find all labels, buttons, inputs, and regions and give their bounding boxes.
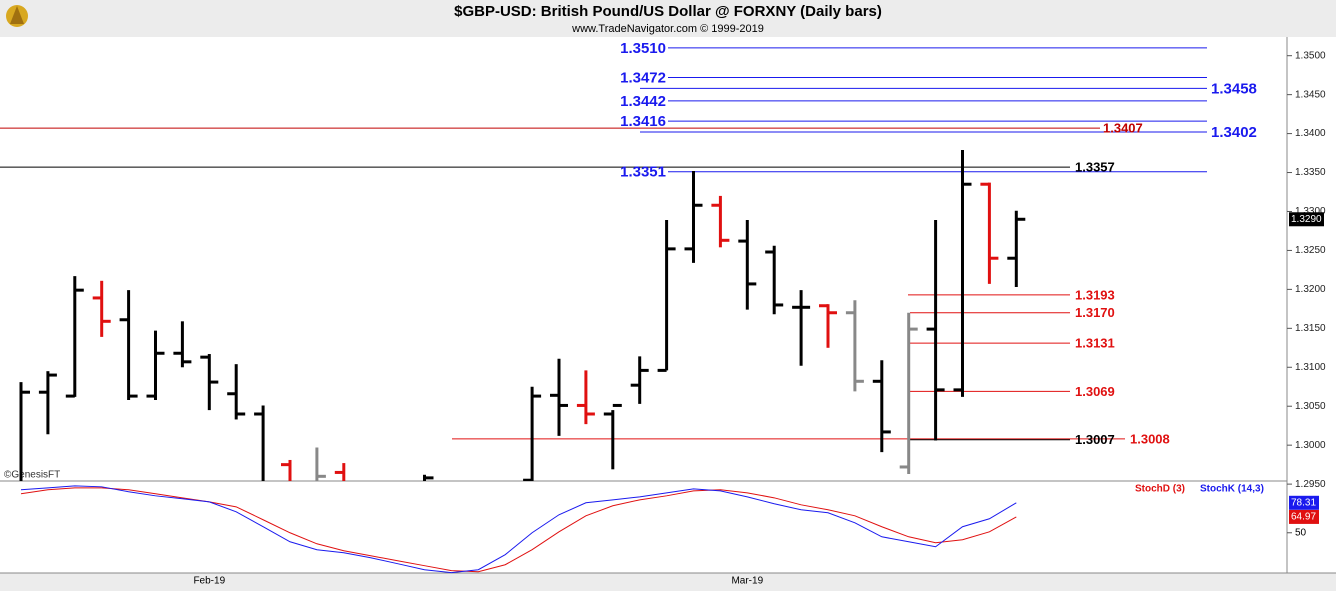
level-label: 1.3472 xyxy=(620,69,666,86)
level-label: 1.3069 xyxy=(1075,384,1115,399)
price-plot xyxy=(0,47,1207,481)
header-bg xyxy=(0,0,1336,37)
y-tick-label: 1.3100 xyxy=(1295,362,1326,373)
y-tick-label: 1.3250 xyxy=(1295,245,1326,256)
y-tick-label: 1.3300 xyxy=(1295,206,1326,217)
y-tick-label: 1.2950 xyxy=(1295,479,1326,490)
level-label: 1.3193 xyxy=(1075,287,1115,302)
y-tick-label: 1.3400 xyxy=(1295,128,1326,139)
date-strip xyxy=(0,573,1336,591)
y-tick-label: 1.3150 xyxy=(1295,323,1326,334)
level-label: 1.3510 xyxy=(620,40,666,57)
x-tick-label: Feb-19 xyxy=(193,576,225,587)
level-label: 1.3351 xyxy=(620,164,666,181)
level-label: 1.3442 xyxy=(620,93,666,110)
y-tick-label: 1.3350 xyxy=(1295,167,1326,178)
level-label: 1.3170 xyxy=(1075,305,1115,320)
level-label: 1.3008 xyxy=(1130,431,1170,446)
overlay: 1.3500 1.3450 1.3400 1.3350 1.3300 1.3250 1.32… xyxy=(20,40,1326,587)
level-label: 1.3458 xyxy=(1211,80,1257,97)
y-tick-label: 1.3500 xyxy=(1295,50,1326,61)
logo xyxy=(6,5,28,27)
watermark: ©GenesisFT xyxy=(4,470,60,481)
y-tick-label: 1.3450 xyxy=(1295,89,1326,100)
y-tick-label: 50 xyxy=(1295,527,1307,538)
last-value-label: 64.97 xyxy=(1291,512,1316,523)
title: $GBP-USD: British Pound/US Dollar @ FORX… xyxy=(454,3,882,20)
last-value-label: 78.31 xyxy=(1291,497,1316,508)
stoch-line xyxy=(20,485,1017,574)
level-label: 1.3402 xyxy=(1211,124,1257,141)
y-tick-label: 1.3200 xyxy=(1295,284,1326,295)
last-price-label: 1.3290 xyxy=(1291,214,1322,225)
level-label: 1.3357 xyxy=(1075,160,1115,175)
legend-entry: StochK (14,3) xyxy=(1200,484,1264,495)
level-label: 1.3007 xyxy=(1075,432,1115,447)
legend-entry: StochD (3) xyxy=(1135,484,1185,495)
y-tick-label: 1.3050 xyxy=(1295,401,1326,412)
x-tick-label: Mar-19 xyxy=(731,576,763,587)
last-value-box xyxy=(1289,495,1319,510)
y-tick-label: 1.3000 xyxy=(1295,440,1326,451)
stoch-line xyxy=(20,487,1017,573)
level-label: 1.3416 xyxy=(620,113,666,130)
level-label: 1.3407 xyxy=(1103,121,1143,136)
level-label: 1.3131 xyxy=(1075,336,1115,351)
last-value-box xyxy=(1289,509,1319,524)
last-price-box xyxy=(1289,212,1324,227)
subtitle: www.TradeNavigator.com © 1999-2019 xyxy=(571,23,764,35)
